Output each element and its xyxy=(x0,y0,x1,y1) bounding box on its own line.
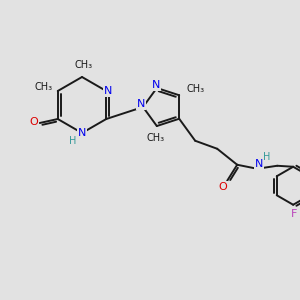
Text: CH₃: CH₃ xyxy=(75,60,93,70)
Text: N: N xyxy=(104,86,112,96)
Text: CH₃: CH₃ xyxy=(186,84,204,94)
Text: O: O xyxy=(29,117,38,127)
Text: CH₃: CH₃ xyxy=(147,133,165,143)
Text: N: N xyxy=(152,80,160,90)
Text: H: H xyxy=(263,152,271,162)
Text: H: H xyxy=(69,136,77,146)
Text: O: O xyxy=(219,182,228,192)
Text: N: N xyxy=(78,128,86,138)
Text: F: F xyxy=(291,209,297,219)
Text: N: N xyxy=(137,99,145,109)
Text: N: N xyxy=(255,159,263,169)
Text: CH₃: CH₃ xyxy=(35,82,53,92)
